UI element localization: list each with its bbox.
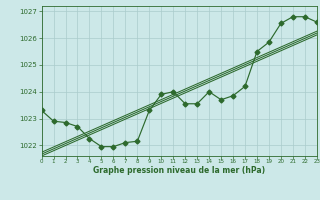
X-axis label: Graphe pression niveau de la mer (hPa): Graphe pression niveau de la mer (hPa) [93, 166, 265, 175]
